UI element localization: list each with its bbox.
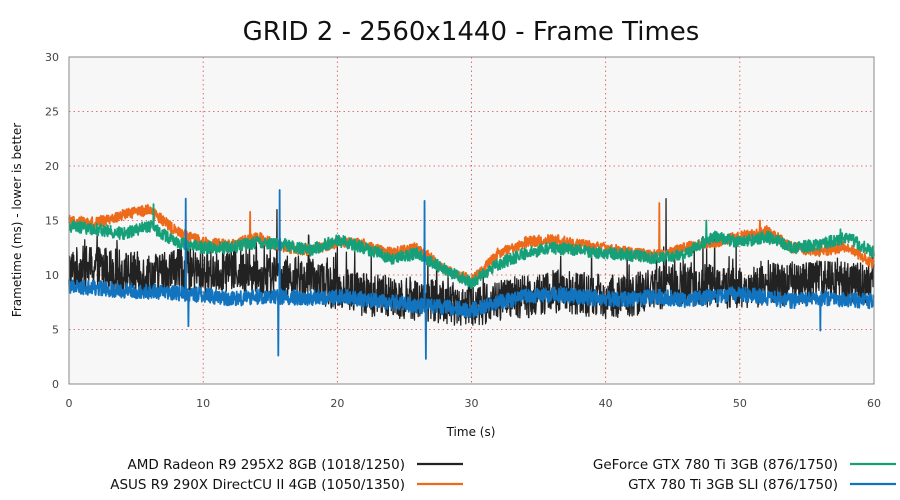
x-tick-label: 0 (66, 397, 73, 410)
x-tick-label: 10 (196, 397, 210, 410)
series-line (68, 203, 875, 290)
y-tick-label: 10 (45, 269, 59, 282)
legend-label: GeForce GTX 780 Ti 3GB (876/1750) (593, 457, 838, 473)
x-tick-label: 40 (599, 397, 613, 410)
y-tick-label: 30 (45, 51, 59, 64)
y-tick-labels: 0 5 10 15 20 25 30 (45, 51, 59, 391)
y-tick-label: 5 (52, 324, 59, 337)
series-line (68, 189, 875, 360)
legend-label: ASUS R9 290X DirectCU II 4GB (1050/1350) (110, 477, 405, 493)
y-tick-label: 15 (45, 215, 59, 228)
plot-frame (68, 56, 875, 385)
y-tick-label: 20 (45, 160, 59, 173)
chart-title: GRID 2 - 2560x1440 - Frame Times (243, 17, 700, 47)
y-tick-label: 0 (52, 378, 59, 391)
x-tick-labels: 0 10 20 30 40 50 60 (66, 397, 882, 410)
x-tick-label: 50 (733, 397, 747, 410)
y-axis-label: Frametime (ms) - lower is better (10, 123, 24, 317)
x-axis-label: Time (s) (446, 425, 496, 439)
legend: AMD Radeon R9 295X2 8GB (1018/1250) ASUS … (110, 457, 896, 493)
legend-label: AMD Radeon R9 295X2 8GB (1018/1250) (128, 457, 405, 473)
x-tick-label: 20 (330, 397, 344, 410)
y-tick-label: 25 (45, 106, 59, 119)
legend-label: GTX 780 Ti 3GB SLI (876/1750) (628, 477, 838, 493)
x-tick-label: 60 (867, 397, 881, 410)
x-tick-label: 30 (465, 397, 479, 410)
series-lines (68, 189, 875, 360)
